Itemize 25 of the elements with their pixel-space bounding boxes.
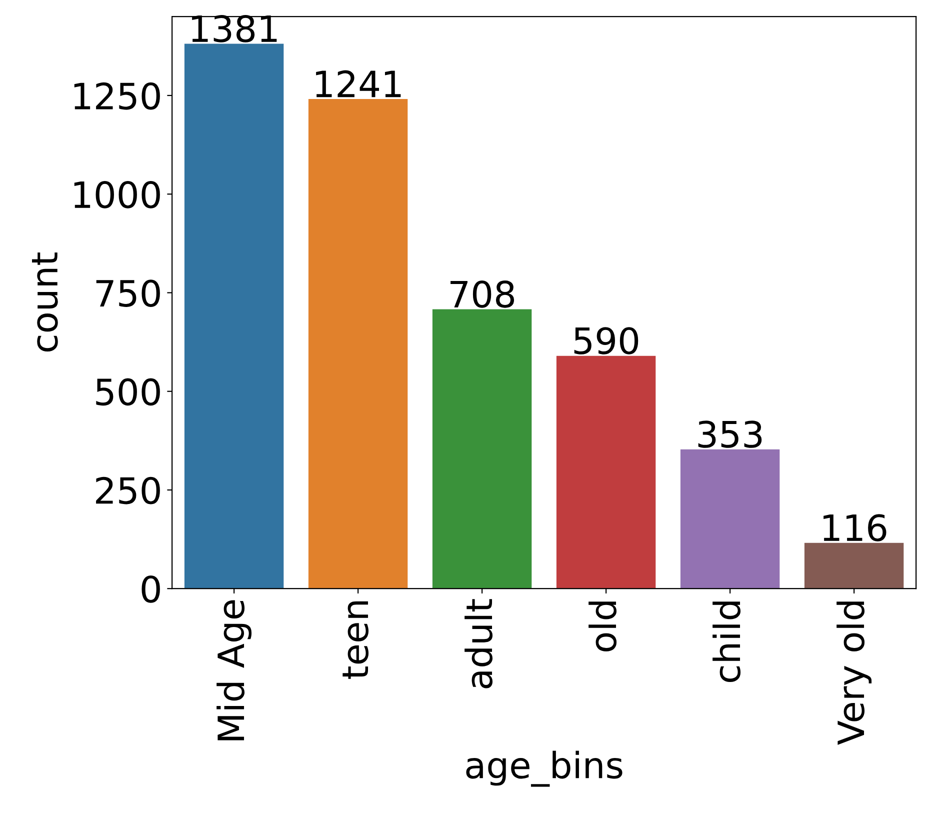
bar xyxy=(308,99,408,589)
data-label: 590 xyxy=(574,327,638,354)
data-label: 1241 xyxy=(316,70,401,98)
bar xyxy=(556,356,656,589)
bar xyxy=(184,44,284,589)
y-tick-label: 750 xyxy=(96,280,160,307)
y-tick-label: 250 xyxy=(96,476,160,504)
x-tick-label: Very old xyxy=(836,602,872,745)
x-tick-label: Mid Age xyxy=(216,600,252,740)
data-label: 116 xyxy=(824,514,886,542)
y-tick-label: 0 xyxy=(142,576,160,603)
data-label: 353 xyxy=(698,420,762,448)
bar xyxy=(804,542,904,589)
y-tick-label: 500 xyxy=(96,378,160,406)
data-label: 708 xyxy=(450,280,514,308)
y-tick-label: 1000 xyxy=(74,181,160,208)
x-tick-label: adult xyxy=(464,599,493,688)
bar xyxy=(680,449,780,589)
x-tick-label: old xyxy=(588,602,617,652)
x-axis-title: age_bins xyxy=(466,750,622,787)
bar xyxy=(432,309,532,589)
x-tick-label: teen xyxy=(342,601,369,679)
y-tick-label: 1250 xyxy=(74,82,160,110)
x-tick-label: child xyxy=(712,602,741,682)
y-axis-title: count xyxy=(32,252,58,352)
